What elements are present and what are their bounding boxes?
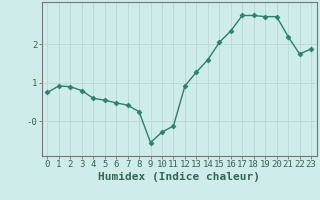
X-axis label: Humidex (Indice chaleur): Humidex (Indice chaleur) xyxy=(98,172,260,182)
